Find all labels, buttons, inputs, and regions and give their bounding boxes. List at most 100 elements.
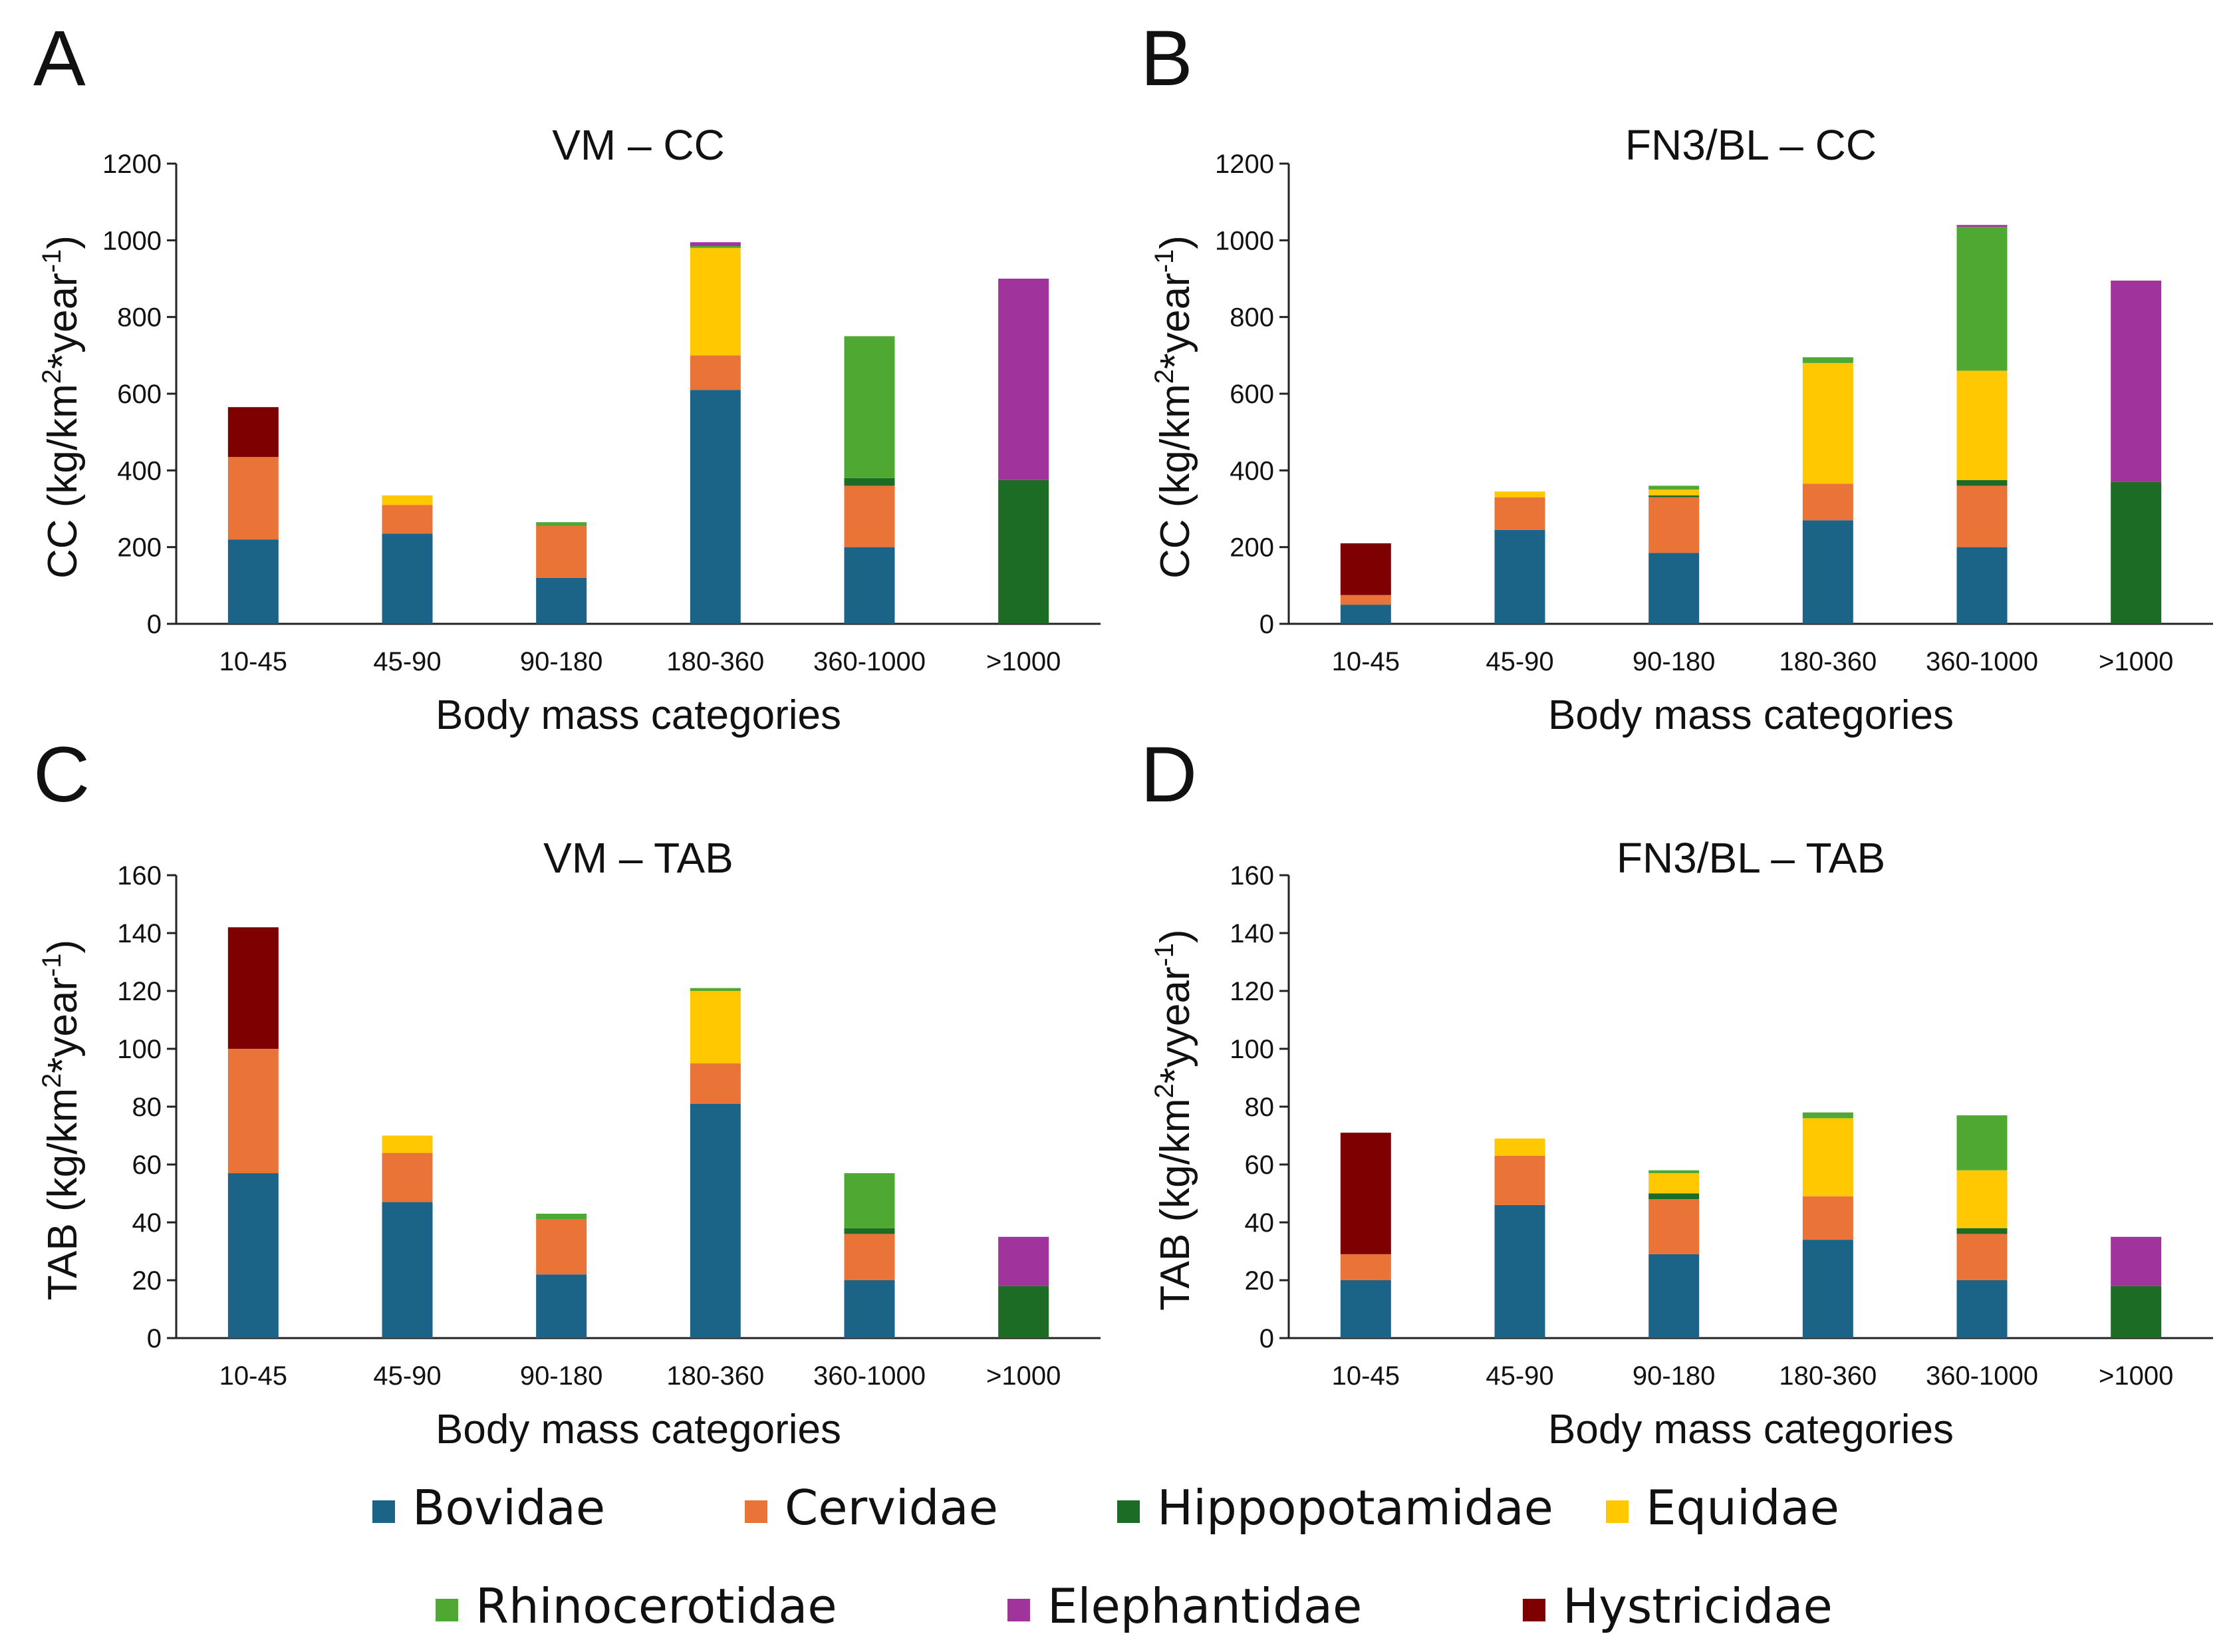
panel-letter-d: D [1140, 731, 1197, 819]
x-axis-label: Body mass categories [436, 1407, 841, 1452]
bar-segment-cervidae [690, 1063, 741, 1104]
bar-segment-elephantidae [1956, 225, 2008, 227]
bar-segment-bovidae [1340, 1280, 1391, 1338]
bar-segment-equidae [1494, 491, 1545, 497]
bar-segment-bovidae [1340, 605, 1391, 624]
legend-swatch-rhinocerotidae [436, 1599, 458, 1621]
y-tick-label: 800 [1230, 303, 1274, 333]
chart-title: VM – TAB [543, 834, 733, 882]
bar-segment-cervidae [382, 1153, 433, 1202]
bar-segment-bovidae [1802, 1240, 1853, 1338]
y-tick-label: 60 [132, 1151, 162, 1180]
legend-swatch-cervidae [745, 1500, 767, 1523]
x-tick-label: >1000 [2099, 647, 2173, 676]
y-axis-label: CC (kg/km2*year-1) [1150, 235, 1198, 579]
bar-segment-cervidae [1802, 1196, 1853, 1240]
bar-segment-cervidae [1340, 1254, 1391, 1280]
x-tick-label: 45-90 [373, 1361, 441, 1391]
bar-segment-cervidae [1494, 1155, 1545, 1205]
legend-swatch-bovidae [372, 1500, 395, 1523]
bar-segment-bovidae [690, 390, 741, 624]
bar-segment-hippopotamidae [1648, 495, 1700, 497]
bar-segment-equidae [1802, 362, 1853, 484]
legend-label-cervidae: Cervidae [785, 1480, 998, 1536]
x-axis-label: Body mass categories [1548, 692, 1954, 738]
chart-title: FN3/BL – TAB [1617, 834, 1885, 882]
x-tick-label: 360-1000 [1926, 647, 2038, 676]
bar-segment-rhinocerotidae [690, 245, 741, 248]
y-tick-label: 20 [1245, 1266, 1275, 1296]
bar-segment-bovidae [536, 1274, 587, 1338]
bar-segment-hystricidae [1340, 1133, 1391, 1254]
bar-segment-rhinocerotidae [1802, 1112, 1853, 1119]
legend-label-rhinocerotidae: Rhinocerotidae [475, 1578, 837, 1634]
x-tick-label: 90-180 [1633, 647, 1716, 676]
bar-segment-cervidae [1956, 485, 2008, 547]
bar-segment-hystricidae [227, 927, 279, 1049]
bar-segment-bovidae [227, 539, 279, 624]
bar-segment-cervidae [227, 1049, 279, 1174]
bar-segment-bovidae [1648, 553, 1700, 624]
y-tick-label: 1200 [1215, 150, 1274, 179]
y-tick-label: 160 [117, 861, 162, 891]
panel-letter-b: B [1140, 15, 1193, 102]
bar-segment-cervidae [1648, 1199, 1700, 1254]
legend-swatch-hippopotamidae [1117, 1500, 1140, 1523]
x-tick-label: 10-45 [1332, 1361, 1400, 1391]
y-tick-label: 80 [1245, 1093, 1275, 1122]
bar-segment-equidae [1648, 1173, 1700, 1194]
bar-segment-bovidae [1956, 1280, 2008, 1338]
bar-segment-equidae [1956, 1170, 2008, 1228]
legend-swatch-elephantidae [1007, 1599, 1030, 1621]
bar-segment-bovidae [1494, 1204, 1545, 1338]
legend-label-equidae: Equidae [1646, 1480, 1839, 1536]
bar-segment-cervidae [536, 525, 587, 578]
y-tick-label: 200 [1230, 533, 1274, 563]
legend-label-bovidae: Bovidae [412, 1480, 605, 1536]
bar-segment-bovidae [227, 1173, 279, 1338]
bar-segment-elephantidae [998, 1236, 1049, 1286]
y-tick-label: 200 [117, 533, 162, 563]
bar-segment-cervidae [1340, 595, 1391, 605]
bar-segment-hippopotamidae [998, 1286, 1049, 1338]
legend-label-elephantidae: Elephantidae [1047, 1578, 1362, 1634]
x-tick-label: 360-1000 [813, 647, 926, 676]
bar-segment-cervidae [227, 457, 279, 540]
y-tick-label: 20 [132, 1266, 162, 1296]
bar-segment-hippopotamidae [998, 480, 1049, 624]
x-axis-label: Body mass categories [436, 692, 841, 738]
bar-segment-hippopotamidae [1956, 480, 2008, 486]
bar-segment-rhinocerotidae [1802, 357, 1853, 363]
x-tick-label: 90-180 [520, 647, 603, 676]
y-tick-label: 1000 [1215, 226, 1274, 255]
y-axis-label: TAB (kg/km2*yyear-1) [1150, 929, 1198, 1310]
bar-segment-hippopotamidae [844, 478, 895, 486]
bar-segment-bovidae [1648, 1254, 1700, 1338]
bar-segment-bovidae [844, 547, 895, 624]
bar-segment-cervidae [1956, 1234, 2008, 1280]
bar-segment-equidae [690, 247, 741, 356]
x-tick-label: 10-45 [219, 1361, 287, 1391]
bar-segment-rhinocerotidae [1648, 1170, 1700, 1174]
bar-segment-rhinocerotidae [1956, 227, 2008, 371]
bar-segment-elephantidae [2111, 280, 2162, 482]
bar-segment-cervidae [536, 1219, 587, 1275]
y-axis-label: CC (kg/km2*year-1) [37, 235, 86, 579]
y-tick-label: 600 [117, 380, 162, 409]
bar-segment-rhinocerotidae [1648, 485, 1700, 490]
x-tick-label: 45-90 [1486, 1361, 1553, 1391]
bar-segment-cervidae [1802, 483, 1853, 521]
y-tick-label: 800 [117, 303, 162, 333]
bar-segment-hystricidae [227, 407, 279, 458]
bar-segment-equidae [1802, 1118, 1853, 1196]
bar-segment-rhinocerotidae [844, 336, 895, 478]
y-tick-label: 1000 [102, 226, 162, 255]
y-tick-label: 600 [1230, 380, 1274, 409]
x-tick-label: 90-180 [520, 1361, 603, 1391]
panel-a: VM – CC 0 200 400 600 800 1000 1200 CC (kg/km2*y… [37, 121, 1101, 738]
y-tick-label: 1200 [102, 150, 162, 179]
bar-segment-cervidae [382, 505, 433, 534]
bar-segment-rhinocerotidae [690, 988, 741, 991]
bar-segment-equidae [1494, 1138, 1545, 1156]
